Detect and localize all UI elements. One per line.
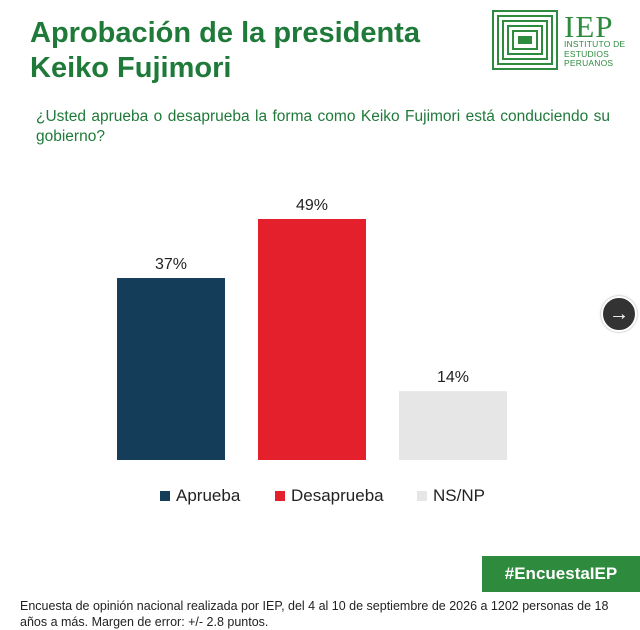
legend-swatch-desaprueba [275, 491, 285, 501]
iep-logo-subtitle: INSTITUTO DE ESTUDIOS PERUANOS [564, 39, 626, 68]
legend-label-nsnp: NS/NP [433, 486, 485, 505]
next-slide-button[interactable]: → [601, 296, 637, 332]
iep-logo-mark [492, 10, 558, 70]
legend-label-desaprueba: Desaprueba [291, 486, 384, 505]
data-label-ns-np: 14% [437, 369, 469, 386]
arrow-right-icon: → [609, 303, 629, 325]
data-label-desaprueba: 49% [296, 197, 328, 214]
survey-question: ¿Usted aprueba o desaprueba la forma com… [36, 108, 610, 145]
hashtag-badge: #EncuestaIEP [482, 556, 640, 592]
bar-aprueba [117, 278, 225, 460]
iep-logo-name: IEP [564, 9, 614, 44]
survey-footnote: Encuesta de opinión nacional realizada p… [20, 599, 609, 629]
data-label-aprueba: 37% [155, 256, 187, 273]
legend-swatch-nsnp [417, 491, 427, 501]
legend-item-desaprueba: Desaprueba [275, 486, 384, 506]
bar-desaprueba [258, 219, 366, 460]
legend-item-aprueba: Aprueba [160, 486, 240, 506]
chart-title: Aprobación de la presidenta Keiko Fujimo… [30, 17, 420, 84]
iep-logo: IEP INSTITUTO DE ESTUDIOS PERUANOS [492, 10, 632, 70]
bar-ns-np [399, 391, 507, 460]
legend-swatch-aprueba [160, 491, 170, 501]
chart-legend: Aprueba Desaprueba NS/NP [0, 486, 640, 506]
legend-label-aprueba: Aprueba [176, 486, 241, 505]
legend-item-nsnp: NS/NP [417, 486, 485, 506]
